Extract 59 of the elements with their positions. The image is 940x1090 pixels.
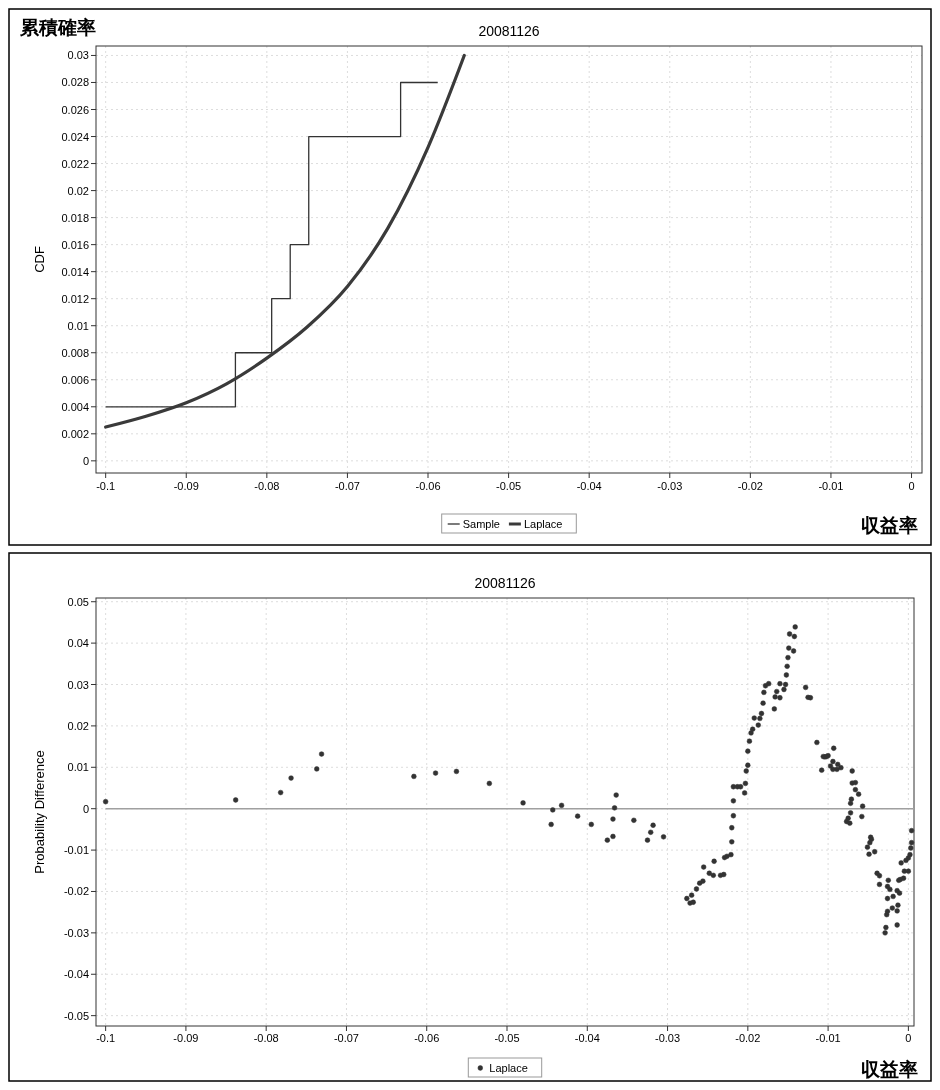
x-tick-label: -0.08 — [253, 1032, 279, 1044]
x-tick-label: -0.01 — [818, 480, 844, 492]
y-tick-label: 0.006 — [61, 373, 89, 386]
y-tick-label: 0.016 — [61, 238, 89, 251]
x-tick-label: -0.07 — [333, 1032, 359, 1044]
y-tick-label: 0.04 — [67, 637, 89, 650]
x-tick-label: -0.08 — [254, 480, 280, 492]
y-tick-label: 0.01 — [67, 319, 89, 332]
y-tick-label: 0.02 — [67, 719, 89, 732]
y-tick-label: 0 — [82, 454, 89, 467]
y-tick-label: 0.004 — [61, 400, 89, 413]
x-tick-label: -0.03 — [655, 1032, 681, 1044]
x-axis-title: 収益率 — [861, 514, 918, 536]
y-tick-label: 0.03 — [67, 678, 89, 691]
x-tick-label: -0.09 — [173, 1032, 199, 1044]
y-tick-label: 0.022 — [61, 157, 89, 170]
y-tick-label: 0.028 — [61, 76, 89, 89]
y-tick-label: 0.008 — [61, 346, 89, 359]
x-tick-label: 0 — [908, 480, 915, 492]
x-tick-label: -0.06 — [415, 480, 441, 492]
x-tick-label: -0.1 — [96, 1032, 116, 1044]
y-tick-label: 0.03 — [67, 49, 89, 62]
y-tick-label: -0.01 — [63, 844, 89, 857]
y-tick-label: 0.026 — [61, 103, 89, 116]
text: 累積確率 — [19, 16, 96, 38]
x-tick-label: -0.09 — [173, 480, 199, 492]
y-tick-label: 0.012 — [61, 292, 89, 305]
x-tick-label: -0.01 — [815, 1032, 841, 1044]
x-tick-label: -0.06 — [414, 1032, 440, 1044]
y-tick-label: 0.02 — [67, 184, 89, 197]
y-tick-label: -0.04 — [63, 968, 89, 981]
x-tick-label: -0.07 — [334, 480, 360, 492]
x-tick-label: -0.02 — [737, 480, 763, 492]
y-axis-title: CDF — [32, 246, 47, 273]
x-tick-label: -0.05 — [496, 480, 522, 492]
y-axis-title: Probability Difference — [32, 750, 47, 874]
x-tick-label: 0 — [905, 1032, 912, 1044]
x-tick-label: -0.04 — [574, 1032, 600, 1044]
y-tick-label: 0.05 — [67, 595, 89, 608]
x-axis-title: 収益率 — [861, 1058, 918, 1080]
legend-label: Sample — [462, 518, 500, 530]
y-tick-label: -0.05 — [63, 1009, 89, 1022]
legend-label: Laplace — [523, 518, 563, 530]
y-tick-label: 0.024 — [61, 130, 89, 143]
chart-title: 20081126 — [478, 23, 540, 39]
y-tick-label: 0.002 — [61, 427, 89, 440]
y-tick-label: 0 — [82, 802, 89, 815]
x-tick-label: -0.04 — [576, 480, 602, 492]
y-tick-label: -0.03 — [63, 926, 89, 939]
y-tick-label: 0.018 — [61, 211, 89, 224]
x-tick-label: -0.05 — [494, 1032, 520, 1044]
x-tick-label: -0.02 — [735, 1032, 761, 1044]
y-tick-label: 0.01 — [67, 761, 89, 774]
y-tick-label: 0.014 — [61, 265, 89, 278]
y-tick-label: -0.02 — [63, 885, 89, 898]
x-tick-label: -0.03 — [657, 480, 683, 492]
chart-title: 20081126 — [474, 575, 536, 591]
legend-label: Laplace — [489, 1062, 528, 1074]
x-tick-label: -0.1 — [96, 480, 116, 492]
